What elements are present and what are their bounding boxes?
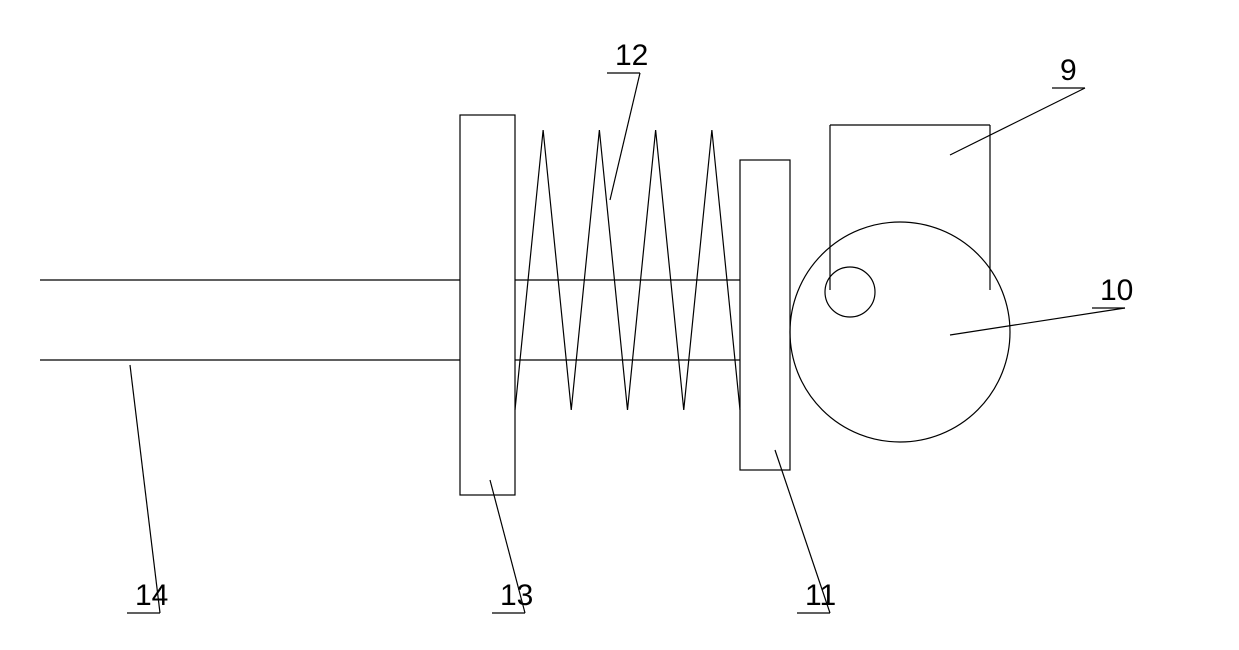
label-9: 9 (1060, 54, 1077, 87)
label-13: 13 (500, 579, 533, 612)
mechanical-diagram: 9 10 11 12 13 14 (0, 0, 1239, 650)
label-10: 10 (1100, 274, 1133, 307)
label-12: 12 (615, 39, 648, 72)
label-14: 14 (135, 579, 168, 612)
label-11: 11 (805, 579, 836, 612)
diagram-svg: 9 10 11 12 13 14 (0, 0, 1239, 650)
